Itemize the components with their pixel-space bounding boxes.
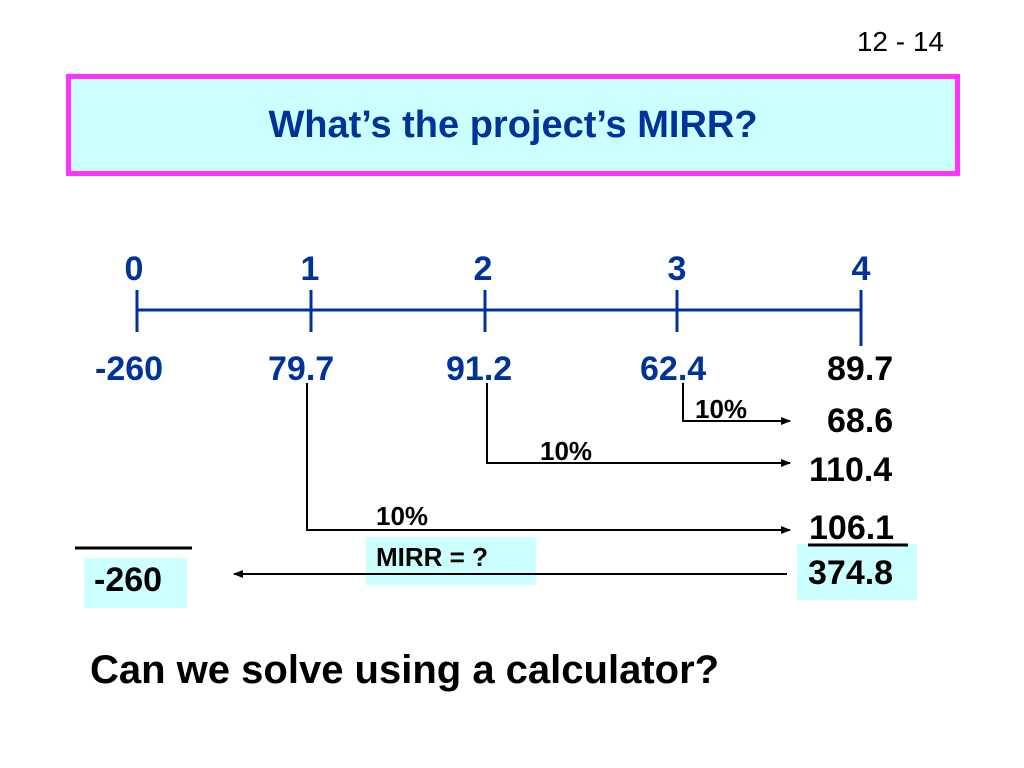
pv-highlight-box	[84, 558, 187, 608]
cash-flow-value: 79.7	[268, 350, 335, 388]
period-label: 1	[300, 250, 320, 288]
future-value: 106.1	[809, 509, 895, 547]
pv-of-costs: -260	[94, 561, 163, 599]
arrow-cf1-to-t4	[306, 383, 791, 534]
page-title: What’s the project’s MIRR?	[268, 103, 758, 146]
period-label: 4	[851, 250, 871, 288]
future-value: 110.4	[809, 451, 893, 489]
cash-flow-value: 89.7	[827, 350, 894, 388]
rate-label: 10%	[540, 436, 593, 466]
terminal-value: 374.8	[808, 554, 894, 592]
title-box: What’s the project’s MIRR?	[66, 74, 960, 176]
rate-label: 10%	[376, 501, 429, 531]
future-value: 68.6	[827, 402, 894, 440]
cash-flow-value: 91.2	[446, 350, 513, 388]
mirr-highlight-box	[366, 537, 536, 585]
arrow-cf2-to-t4	[486, 383, 791, 467]
slide-number: 12 - 14	[856, 26, 944, 57]
cash-flow-value: -260	[95, 350, 164, 388]
period-label: 2	[473, 250, 493, 288]
period-label: 3	[667, 250, 687, 288]
period-label: 0	[124, 250, 144, 288]
cash-flow-value: 62.4	[640, 350, 707, 388]
terminal-value-highlight-box	[797, 544, 917, 600]
rate-label: 10%	[695, 394, 748, 424]
question-text: Can we solve using a calculator?	[90, 648, 720, 692]
arrow-cf3-to-t4	[682, 383, 791, 425]
mirr-label: MIRR = ?	[376, 542, 488, 572]
